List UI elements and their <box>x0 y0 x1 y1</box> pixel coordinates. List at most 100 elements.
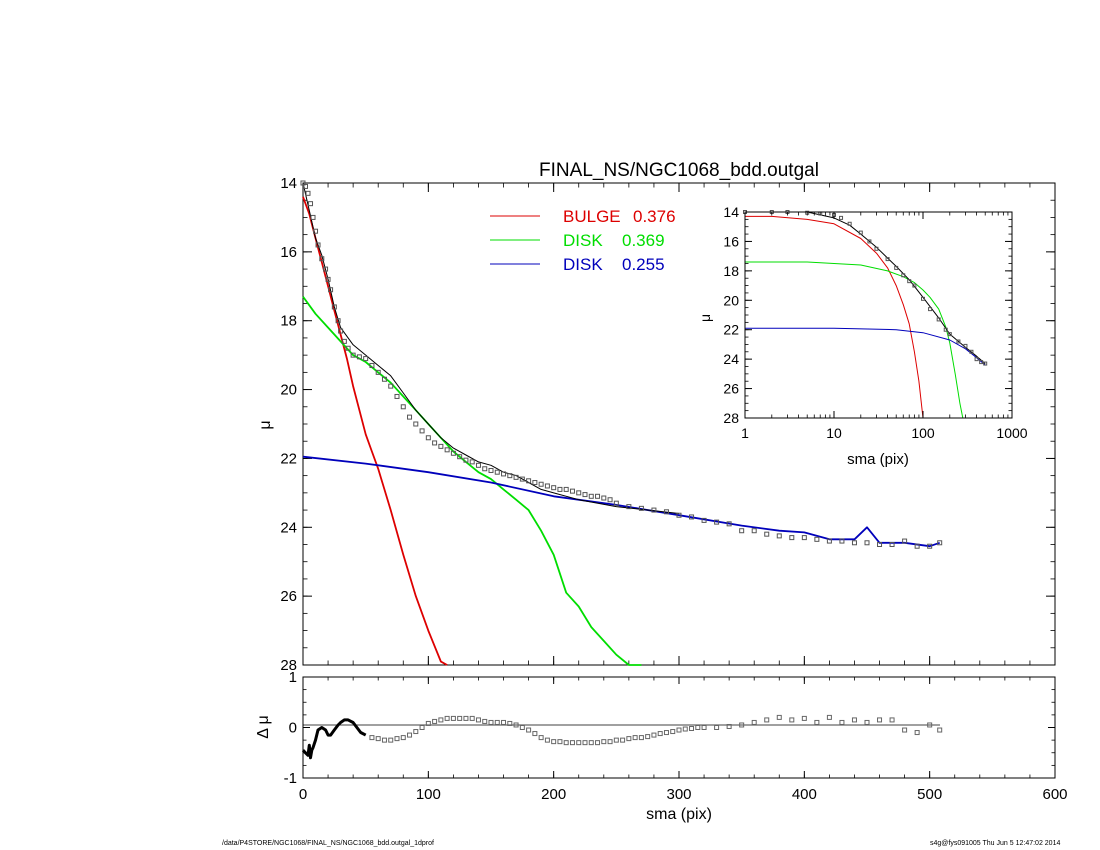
data-point <box>695 725 701 730</box>
series-line-model-3 <box>302 182 680 514</box>
data-point <box>475 717 481 723</box>
y-tick-label: 28 <box>723 410 739 426</box>
data-point <box>858 230 863 235</box>
data-point <box>956 339 961 344</box>
data-point <box>902 538 908 544</box>
data-point <box>532 731 538 737</box>
data-point <box>927 722 933 728</box>
data-point <box>983 361 988 366</box>
data-point <box>670 729 676 735</box>
data-point <box>494 719 500 725</box>
y-tick-label: 16 <box>723 233 739 249</box>
data-point <box>638 735 644 741</box>
data-point <box>369 362 375 368</box>
main-y-axis: 14 16 18 20 22 24 26 28 <box>280 175 1055 674</box>
data-point <box>305 190 311 196</box>
data-point <box>394 736 400 742</box>
data-point <box>345 345 351 351</box>
legend-label: DISK <box>563 255 603 274</box>
data-point <box>814 536 820 542</box>
data-point <box>381 737 387 743</box>
data-point <box>538 481 544 487</box>
data-point <box>701 725 707 730</box>
y-tick-label: 22 <box>723 322 739 338</box>
data-point <box>341 338 347 344</box>
figure-title: FINAL_NS/NGC1068_bdd.outgal <box>539 160 819 181</box>
data-point <box>407 732 413 738</box>
x-tick-label: 1 <box>741 425 749 441</box>
data-point <box>701 517 707 523</box>
data-point <box>943 327 948 332</box>
data-point <box>739 528 745 534</box>
data-point <box>381 376 387 382</box>
series-line-disk-1 <box>302 296 642 666</box>
series-line-bulge-0 <box>302 196 448 666</box>
data-point <box>726 521 732 527</box>
data-point <box>335 318 341 324</box>
data-point <box>689 514 695 520</box>
data-point <box>551 739 557 745</box>
series-line-model-3 <box>745 211 986 364</box>
data-point <box>814 719 820 725</box>
residual-y-axis: -1 0 1 <box>284 669 1055 787</box>
data-point <box>407 414 413 420</box>
data-point <box>877 717 883 723</box>
y-tick-label: 18 <box>723 263 739 279</box>
data-point <box>375 736 381 742</box>
data-point <box>626 736 632 742</box>
data-point <box>907 279 912 284</box>
data-point <box>444 447 450 453</box>
data-point <box>613 737 619 743</box>
x-tick-label: 600 <box>1042 786 1067 803</box>
legend-label: BULGE <box>563 207 621 226</box>
data-point <box>595 493 601 499</box>
main-panel: 14 16 18 20 22 24 26 28 μ BULGE 0.376 DISK 0.369 DI… <box>257 175 1056 674</box>
data-point <box>310 214 316 220</box>
residual-x-axis-label: sma (pix) <box>646 806 712 823</box>
data-point <box>557 486 563 492</box>
data-point <box>620 737 626 743</box>
y-tick-label: 28 <box>280 657 297 674</box>
data-point <box>588 493 594 499</box>
data-point <box>928 307 933 312</box>
data-point <box>432 440 438 446</box>
data-point <box>457 454 463 460</box>
data-point <box>544 483 550 489</box>
data-point <box>328 287 334 293</box>
series-line-residual-line-0 <box>301 718 367 760</box>
data-point <box>889 717 895 723</box>
data-point <box>438 717 444 723</box>
data-point <box>613 500 619 506</box>
data-point <box>313 228 319 234</box>
data-point <box>438 443 444 449</box>
inset-x-axis-label: sma (pix) <box>847 451 909 468</box>
data-point <box>444 715 450 721</box>
data-point <box>557 739 563 745</box>
y-tick-label: 18 <box>280 313 297 330</box>
data-point <box>303 183 309 189</box>
data-point <box>607 497 613 503</box>
data-point <box>776 533 782 539</box>
series-line-disk-2 <box>745 327 986 366</box>
data-point <box>501 471 507 477</box>
x-tick-label: 200 <box>541 786 566 803</box>
data-point <box>851 540 857 546</box>
data-point <box>308 201 314 207</box>
data-point <box>319 256 325 262</box>
y-tick-label: 0 <box>289 720 297 737</box>
data-point <box>676 512 682 518</box>
data-point <box>663 509 669 515</box>
data-point <box>789 535 795 541</box>
data-point <box>826 714 832 720</box>
data-point <box>469 459 475 465</box>
data-point <box>657 731 663 737</box>
data-point <box>663 730 669 736</box>
data-point <box>595 740 601 746</box>
data-point <box>544 737 550 743</box>
data-point <box>519 725 525 730</box>
data-point <box>751 719 757 725</box>
y-tick-label: 24 <box>280 519 297 536</box>
data-point <box>874 246 879 251</box>
data-point <box>739 722 745 728</box>
data-point <box>519 476 525 482</box>
